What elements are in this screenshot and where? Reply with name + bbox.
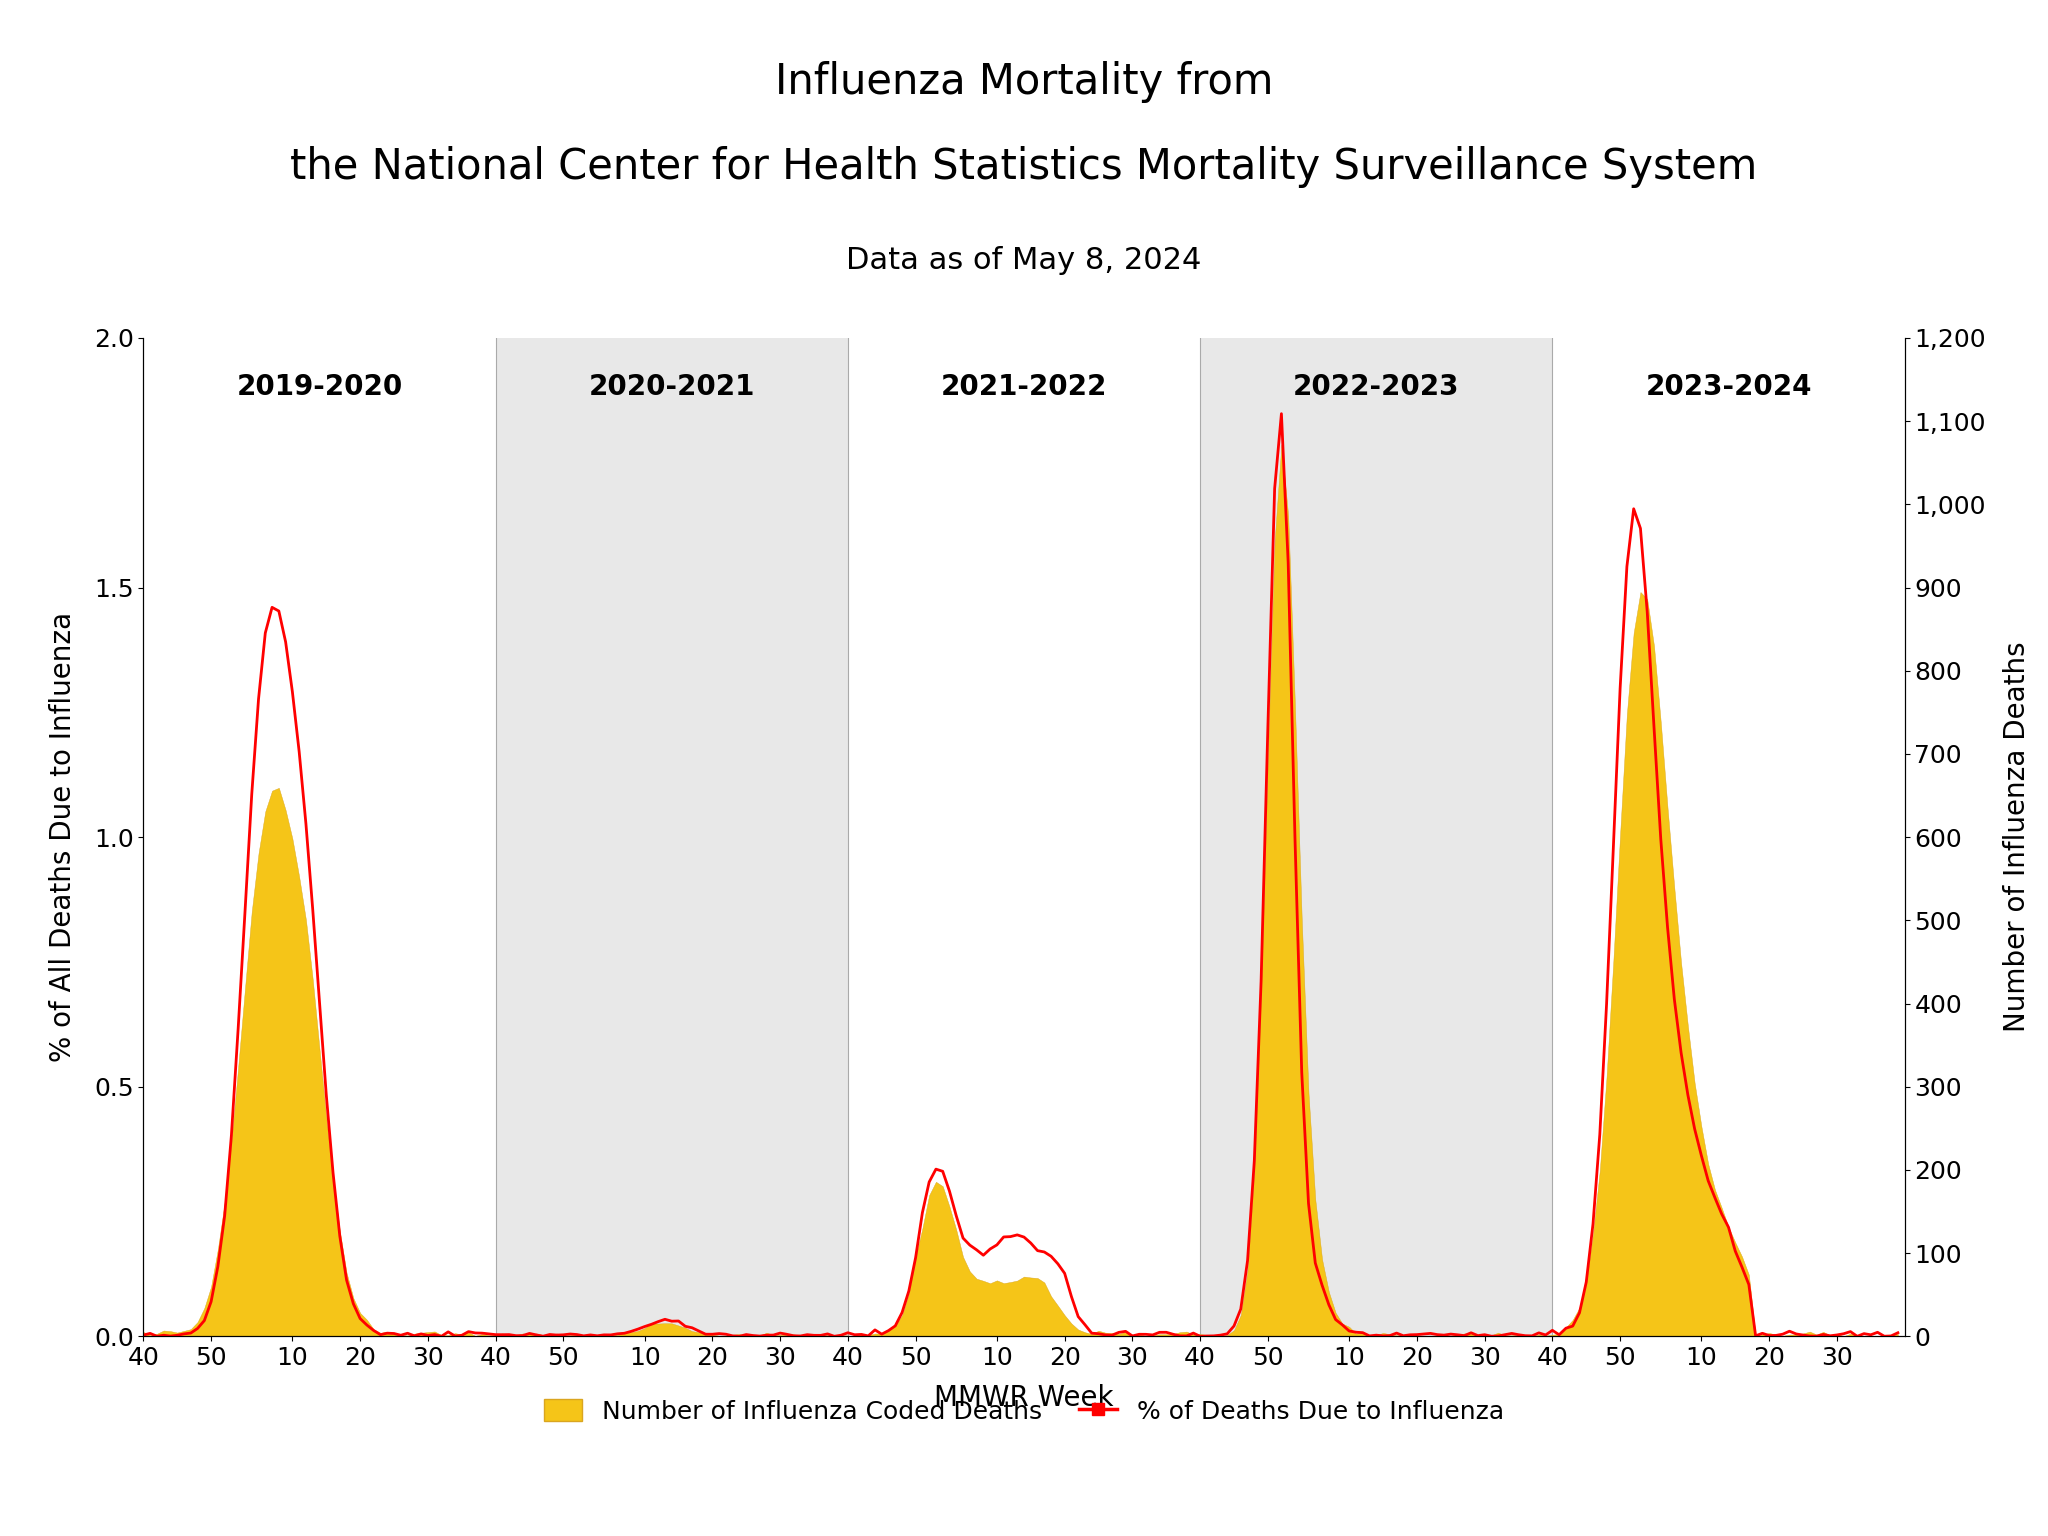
Text: Influenza Mortality from: Influenza Mortality from: [774, 61, 1274, 103]
Bar: [496, 338, 848, 1336]
Text: Data as of May 8, 2024: Data as of May 8, 2024: [846, 246, 1202, 275]
Bar: [848, 338, 1200, 1336]
Text: the National Center for Health Statistics Mortality Surveillance System: the National Center for Health Statistic…: [291, 146, 1757, 187]
Y-axis label: Number of Influenza Deaths: Number of Influenza Deaths: [2003, 642, 2032, 1032]
Text: 2021-2022: 2021-2022: [940, 373, 1108, 401]
Text: 2022-2023: 2022-2023: [1292, 373, 1460, 401]
Text: 2019-2020: 2019-2020: [236, 373, 403, 401]
Bar: [1552, 338, 1905, 1336]
Legend: Number of Influenza Coded Deaths, % of Deaths Due to Influenza: Number of Influenza Coded Deaths, % of D…: [535, 1389, 1513, 1433]
Text: 2023-2024: 2023-2024: [1645, 373, 1812, 401]
Bar: [143, 338, 496, 1336]
X-axis label: MMWR Week: MMWR Week: [934, 1384, 1114, 1412]
Bar: [1200, 338, 1552, 1336]
Text: 2020-2021: 2020-2021: [588, 373, 756, 401]
Y-axis label: % of All Deaths Due to Influenza: % of All Deaths Due to Influenza: [49, 611, 78, 1063]
